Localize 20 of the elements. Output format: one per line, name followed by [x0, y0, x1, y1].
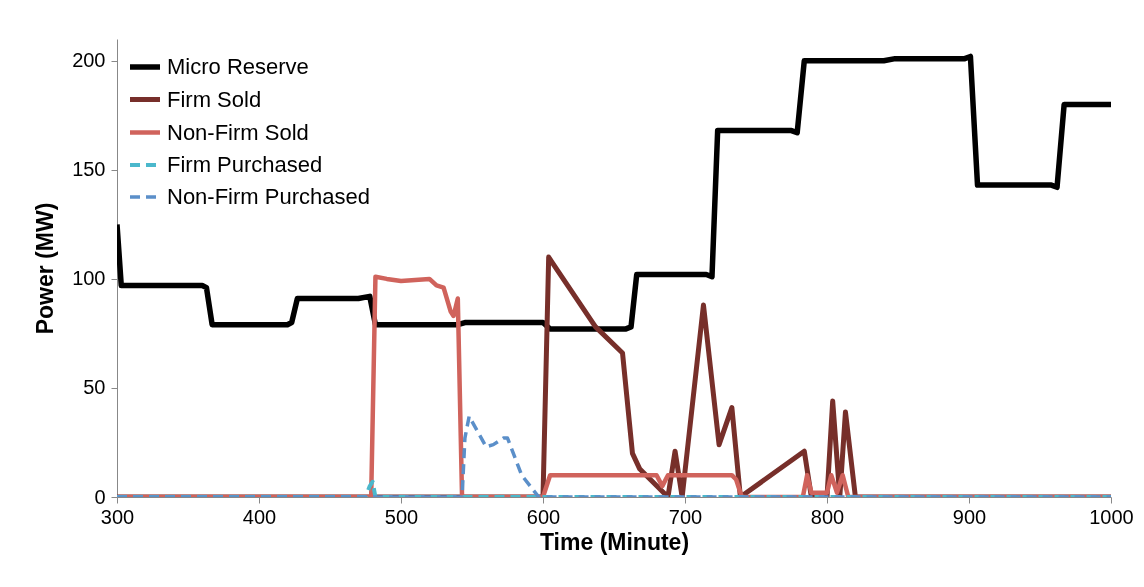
legend-label: Non-Firm Sold	[167, 119, 309, 145]
y-tick-label: 50	[83, 376, 106, 399]
x-tick-label: 500	[384, 505, 419, 528]
y-tick-label: 150	[72, 158, 106, 181]
y-tick-label: 100	[72, 267, 106, 290]
x-axis-title: Time (Minute)	[539, 528, 690, 555]
x-tick-label: 1000	[1089, 505, 1134, 528]
legend-label: Firm Purchased	[167, 152, 323, 177]
legend-label: Micro Reserve	[167, 54, 309, 79]
y-axis-title: Power (MW)	[32, 202, 59, 335]
x-tick-label: 700	[668, 505, 703, 528]
x-tick-label: 300	[100, 505, 135, 528]
legend-label: Non-Firm Purchased	[167, 184, 370, 209]
x-tick-label: 800	[810, 505, 845, 528]
y-tick-label: 200	[72, 49, 106, 72]
x-tick-label: 600	[526, 505, 561, 528]
legend-label: Firm Sold	[167, 86, 262, 112]
x-tick-label: 900	[952, 505, 987, 528]
x-tick-label: 400	[242, 505, 277, 528]
y-tick-label: 0	[94, 485, 106, 508]
